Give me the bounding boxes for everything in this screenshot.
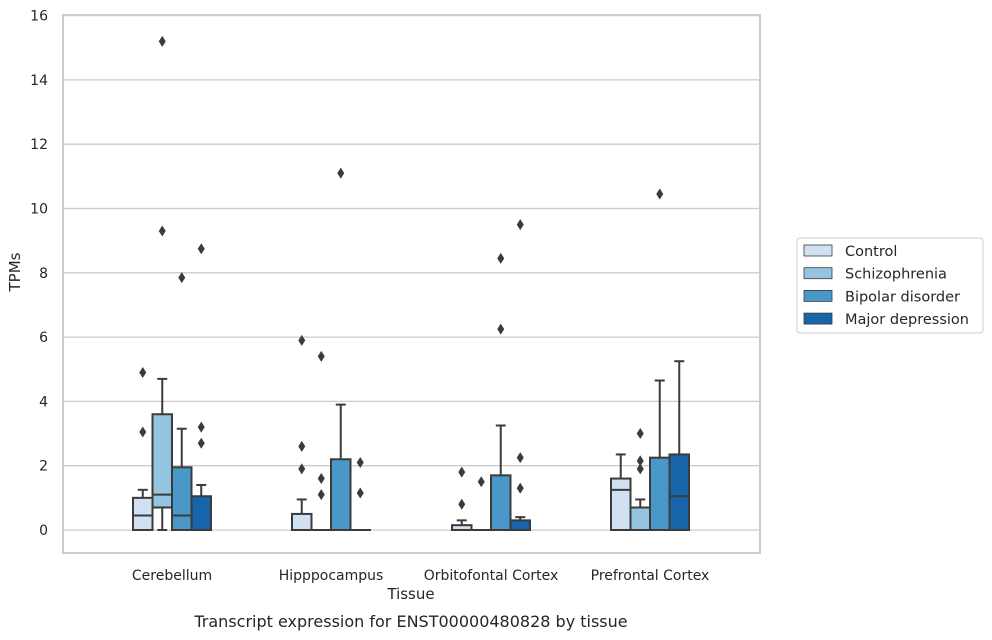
box-3-0 <box>190 243 212 531</box>
y-tick-label: 16 <box>30 9 48 25</box>
outlier-point <box>317 489 325 501</box>
box-iqr <box>291 512 313 531</box>
box-3-2 <box>509 219 531 531</box>
box-iqr <box>649 456 671 532</box>
outlier-point <box>356 487 364 499</box>
outlier-point <box>458 466 466 478</box>
outlier-point <box>298 463 306 475</box>
box-iqr <box>171 466 193 531</box>
box-0-0 <box>132 366 154 532</box>
y-tick-label: 12 <box>30 137 48 153</box>
y-tick-labels: 0 2 4 6 8 10 12 14 16 <box>30 9 48 539</box>
box-3-3 <box>668 360 690 532</box>
outlier-point <box>298 334 306 346</box>
box-iqr <box>629 506 651 531</box>
box-1-2 <box>470 476 492 532</box>
box-0-2 <box>451 466 473 531</box>
outlier-point <box>497 323 505 335</box>
legend-label: Major depression <box>845 312 969 328</box>
outlier-point <box>337 167 345 179</box>
box-2-0 <box>171 272 193 531</box>
outlier-point <box>636 463 644 475</box>
y-tick-label: 8 <box>39 266 48 282</box>
plot-frame <box>62 14 761 554</box>
outlier-point <box>477 476 485 488</box>
x-tick-label: Orbitofontal Cortex <box>424 568 559 584</box>
box-iqr <box>610 477 632 531</box>
box-iqr <box>151 413 173 509</box>
box-1-3 <box>629 428 651 531</box>
legend-label: Control <box>845 244 897 260</box>
x-tick-label: Cerebellum <box>132 568 212 584</box>
outlier-point <box>197 243 205 255</box>
outlier-point <box>178 272 186 284</box>
box-iqr <box>190 495 212 531</box>
outlier-point <box>497 252 505 264</box>
outlier-point <box>317 473 325 485</box>
outlier-point <box>636 428 644 440</box>
legend-label: Schizophrenia <box>845 267 947 283</box>
outlier-point <box>139 366 147 378</box>
x-tick-label: Hipppocampus <box>279 568 384 584</box>
legend-frame <box>796 237 984 334</box>
outlier-point <box>636 455 644 467</box>
legend-swatch <box>803 244 833 257</box>
outlier-point <box>516 452 524 464</box>
outlier-point <box>356 456 364 468</box>
legend-swatch <box>803 312 833 325</box>
outlier-point <box>458 498 466 510</box>
box-0-1 <box>291 334 313 531</box>
chart-caption: Transcript expression for ENST0000048082… <box>193 612 627 631</box>
box-2-2 <box>490 252 512 531</box>
box-0-3 <box>610 453 632 531</box>
outlier-point <box>656 188 664 200</box>
box-iqr <box>490 474 512 531</box>
box-iqr <box>668 453 690 532</box>
x-tick-labels: Cerebellum Hipppocampus Orbitofontal Corte… <box>132 568 709 584</box>
box-groups <box>132 35 690 532</box>
y-axis-label: TPMs <box>6 252 24 292</box>
outlier-point <box>317 350 325 362</box>
outlier-point <box>516 482 524 494</box>
legend-swatch <box>803 289 833 302</box>
y-tick-label: 0 <box>39 523 48 539</box>
outlier-point <box>158 225 166 237</box>
outlier-point <box>516 219 524 231</box>
legend-swatch <box>803 267 833 280</box>
box-1-0 <box>151 35 173 531</box>
x-axis-label: Tissue <box>386 585 434 603</box>
outlier-point <box>197 421 205 433</box>
y-tick-label: 6 <box>39 330 48 346</box>
x-tick-label: Prefrontal Cortex <box>591 568 710 584</box>
box-2-1 <box>330 167 352 531</box>
y-tick-label: 2 <box>39 459 48 475</box>
outlier-point <box>158 35 166 47</box>
outlier-point <box>197 437 205 449</box>
box-3-1 <box>349 456 371 532</box>
box-2-3 <box>649 188 671 532</box>
y-tick-label: 14 <box>30 73 48 89</box>
outlier-point <box>139 426 147 438</box>
legend: Control Schizophrenia Bipolar disorder Majo… <box>796 237 984 334</box>
y-tick-label: 4 <box>39 394 48 410</box>
y-tick-label: 10 <box>30 202 48 218</box>
outlier-point <box>298 440 306 452</box>
legend-label: Bipolar disorder <box>845 289 960 305</box>
box-iqr <box>330 458 352 531</box>
box-iqr <box>132 496 154 532</box>
box-1-1 <box>310 350 332 532</box>
box-iqr <box>509 519 531 531</box>
